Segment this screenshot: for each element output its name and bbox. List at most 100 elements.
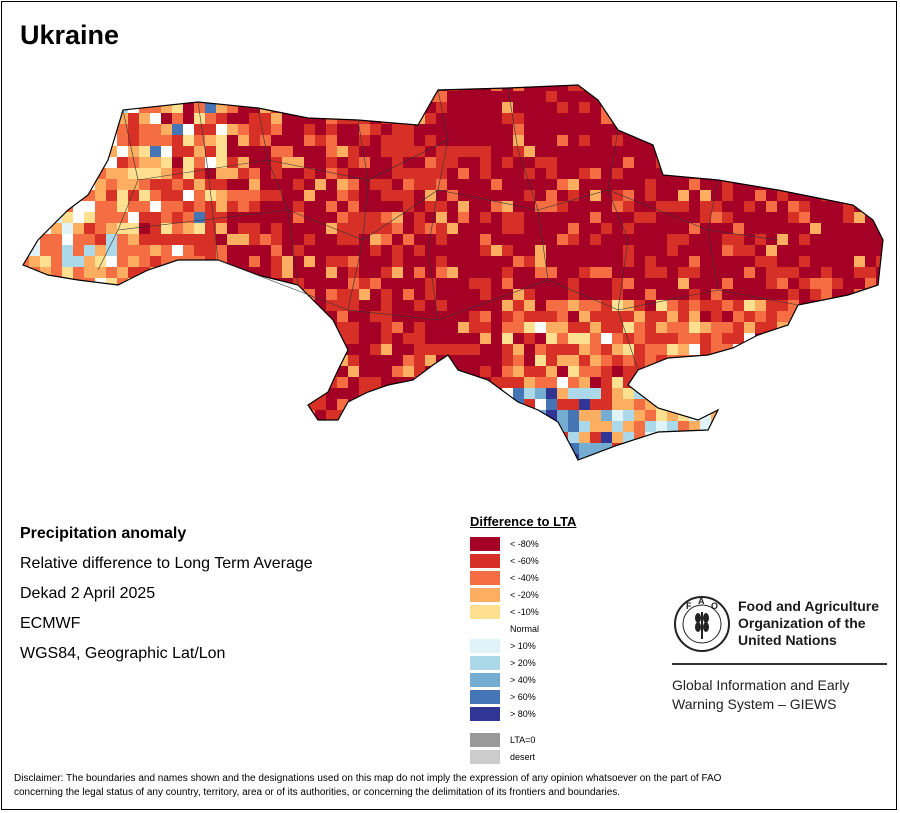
anomaly-cell <box>645 366 656 377</box>
anomaly-cell <box>491 157 502 168</box>
anomaly-cell <box>425 355 436 366</box>
anomaly-cell <box>392 135 403 146</box>
anomaly-cell <box>403 267 414 278</box>
anomaly-cell <box>502 245 513 256</box>
anomaly-cell <box>744 322 755 333</box>
anomaly-cell <box>216 124 227 135</box>
anomaly-cell <box>128 377 139 388</box>
anomaly-cell <box>106 289 117 300</box>
anomaly-cell <box>590 454 601 460</box>
anomaly-cell <box>161 146 172 157</box>
anomaly-cell <box>381 157 392 168</box>
anomaly-cell <box>84 267 95 278</box>
anomaly-cell <box>865 421 876 432</box>
anomaly-cell <box>667 344 678 355</box>
anomaly-cell <box>458 322 469 333</box>
anomaly-cell <box>623 410 634 421</box>
anomaly-cell <box>150 256 161 267</box>
anomaly-cell <box>513 157 524 168</box>
anomaly-cell <box>766 124 777 135</box>
anomaly-cell <box>480 289 491 300</box>
anomaly-cell <box>216 421 227 432</box>
anomaly-cell <box>876 102 883 113</box>
anomaly-cell <box>634 399 645 410</box>
anomaly-cell <box>326 432 337 443</box>
anomaly-cell <box>502 366 513 377</box>
anomaly-cell <box>678 289 689 300</box>
anomaly-cell <box>557 465 568 470</box>
anomaly-cell <box>227 366 238 377</box>
anomaly-cell <box>832 223 843 234</box>
anomaly-cell <box>887 289 888 300</box>
anomaly-cell <box>62 300 73 311</box>
anomaly-cell <box>106 300 117 311</box>
anomaly-cell <box>194 377 205 388</box>
anomaly-cell <box>425 300 436 311</box>
anomaly-cell <box>568 212 579 223</box>
anomaly-cell <box>227 278 238 289</box>
anomaly-cell <box>106 344 117 355</box>
anomaly-cell <box>711 256 722 267</box>
anomaly-cell <box>766 388 777 399</box>
anomaly-cell <box>502 388 513 399</box>
anomaly-cell <box>139 399 150 410</box>
anomaly-cell <box>84 443 95 454</box>
anomaly-cell <box>755 146 766 157</box>
anomaly-cell <box>315 179 326 190</box>
anomaly-cell <box>414 454 425 460</box>
anomaly-cell <box>293 179 304 190</box>
anomaly-cell <box>436 245 447 256</box>
anomaly-cell <box>513 85 524 91</box>
anomaly-cell <box>23 85 29 91</box>
anomaly-cell <box>128 443 139 454</box>
anomaly-cell <box>788 344 799 355</box>
anomaly-cell <box>887 421 888 432</box>
anomaly-cell <box>744 146 755 157</box>
anomaly-cell <box>150 289 161 300</box>
anomaly-cell <box>293 256 304 267</box>
anomaly-cell <box>392 168 403 179</box>
anomaly-cell <box>491 245 502 256</box>
anomaly-cell <box>73 168 84 179</box>
anomaly-cell <box>843 102 854 113</box>
anomaly-cell <box>205 366 216 377</box>
anomaly-cell <box>403 289 414 300</box>
anomaly-cell <box>601 256 612 267</box>
anomaly-cell <box>876 399 883 410</box>
anomaly-cell <box>755 190 766 201</box>
anomaly-cell <box>161 311 172 322</box>
anomaly-cell <box>293 91 304 102</box>
anomaly-cell <box>480 245 491 256</box>
anomaly-cell <box>524 355 535 366</box>
anomaly-cell <box>337 366 348 377</box>
anomaly-cell <box>700 344 711 355</box>
anomaly-cell <box>216 432 227 443</box>
anomaly-cell <box>392 85 403 91</box>
anomaly-cell <box>502 146 513 157</box>
anomaly-cell <box>810 399 821 410</box>
anomaly-cell <box>51 377 62 388</box>
anomaly-cell <box>667 366 678 377</box>
anomaly-cell <box>40 212 51 223</box>
anomaly-cell <box>337 212 348 223</box>
anomaly-cell <box>722 223 733 234</box>
anomaly-cell <box>436 443 447 454</box>
anomaly-cell <box>788 322 799 333</box>
anomaly-cell <box>546 443 557 454</box>
anomaly-cell <box>117 454 128 460</box>
anomaly-cell <box>249 355 260 366</box>
anomaly-cell <box>260 322 271 333</box>
anomaly-cell <box>810 322 821 333</box>
anomaly-cell <box>106 465 117 470</box>
anomaly-cell <box>821 432 832 443</box>
anomaly-cell <box>502 465 513 470</box>
anomaly-cell <box>216 113 227 124</box>
anomaly-cell <box>810 454 821 460</box>
anomaly-cell <box>194 289 205 300</box>
anomaly-cell <box>326 300 337 311</box>
anomaly-cell <box>645 410 656 421</box>
anomaly-cell <box>370 366 381 377</box>
anomaly-cell <box>458 465 469 470</box>
anomaly-cell <box>293 190 304 201</box>
anomaly-cell <box>436 454 447 460</box>
